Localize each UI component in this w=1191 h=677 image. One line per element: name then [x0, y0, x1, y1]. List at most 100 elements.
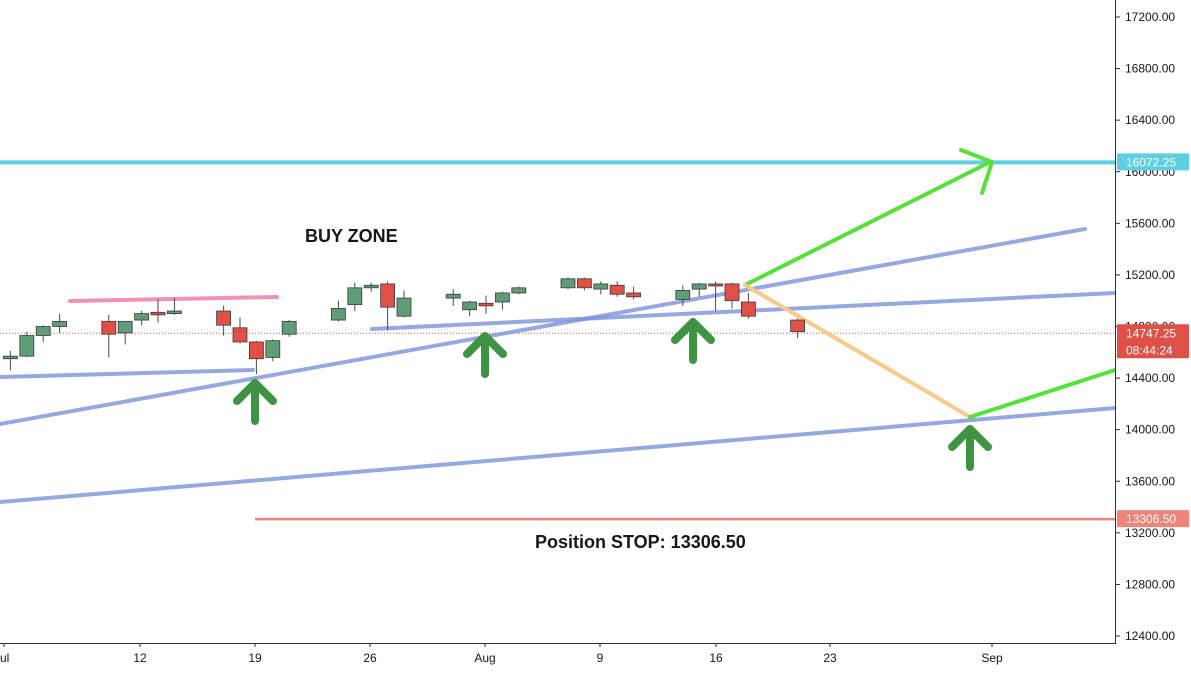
- y-tick-label: 15600.00: [1125, 216, 1175, 230]
- x-tick-label: ul: [0, 651, 9, 665]
- y-tick-label: 12400.00: [1125, 629, 1175, 643]
- candle-body: [675, 289, 691, 300]
- candle-8: [166, 298, 182, 315]
- y-tick-label: 15200.00: [1125, 268, 1175, 282]
- candle-7: [150, 299, 166, 323]
- projection-down: [743, 283, 972, 419]
- candle-5: [117, 320, 133, 345]
- candle-body: [117, 320, 133, 334]
- last-price-text: 14747.25: [1126, 326, 1176, 340]
- candle-body: [134, 313, 150, 321]
- candle-11: [248, 340, 264, 375]
- buy-arrow-2: [463, 332, 507, 378]
- y-tick-label: 17200.00: [1125, 10, 1175, 24]
- buy-arrow-4: [948, 425, 992, 471]
- candle-31: [708, 281, 723, 312]
- candle-13: [281, 320, 297, 337]
- candle-body: [330, 308, 346, 321]
- x-tick-label: 16: [709, 651, 723, 665]
- long-term-trendline: [0, 406, 1117, 504]
- candle-26: [593, 281, 609, 295]
- candle-16: [363, 282, 379, 292]
- last-price-badge: [1117, 324, 1189, 359]
- candle-body: [790, 319, 805, 333]
- candle-24: [560, 277, 576, 290]
- candle-28: [626, 286, 641, 300]
- price-axis: 17200.0016800.0016400.0016000.0015600.00…: [1115, 0, 1191, 672]
- x-tick-label: Sep: [981, 651, 1003, 665]
- candle-32: [724, 282, 740, 309]
- projection-rebound: [968, 368, 1117, 419]
- candle-body: [52, 320, 67, 327]
- projection-up-target: [743, 160, 992, 287]
- candle-body: [2, 355, 18, 360]
- candle-29: [675, 285, 691, 306]
- candle-25: [577, 277, 592, 291]
- y-tick-label: 16400.00: [1125, 113, 1175, 127]
- x-tick-label: 23: [823, 651, 837, 665]
- candle-body: [511, 287, 527, 294]
- x-tick-label: 9: [597, 651, 604, 665]
- candle-body: [691, 283, 707, 290]
- buy-arrow-1: [233, 379, 277, 425]
- candle-body: [347, 287, 363, 305]
- candle-body: [609, 284, 625, 295]
- candle-9: [216, 305, 232, 336]
- buy-zone-label: BUY ZONE: [305, 226, 398, 246]
- candle-body: [150, 311, 166, 316]
- time-axis-bg: [0, 643, 1115, 672]
- candle-body: [281, 320, 297, 335]
- arrows-layer: [233, 318, 992, 471]
- candle-23: [511, 286, 527, 295]
- y-tick-label: 12800.00: [1125, 577, 1175, 591]
- target-price-text: 16072.25: [1126, 155, 1176, 169]
- candle-body: [19, 335, 35, 357]
- candle-30: [691, 282, 707, 297]
- candle-body: [101, 320, 117, 335]
- rising-trendline: [0, 227, 1087, 426]
- y-tick-label: 14000.00: [1125, 423, 1175, 437]
- target-price-badge: [1117, 153, 1189, 171]
- candle-body: [741, 301, 756, 317]
- support-trendline-left: [0, 368, 255, 379]
- x-tick-label: Aug: [474, 651, 495, 665]
- x-tick-label: 26: [363, 651, 377, 665]
- candle-body: [577, 278, 592, 289]
- candle-20: [462, 300, 478, 317]
- candle-body: [708, 283, 723, 287]
- y-tick-label: 13600.00: [1125, 474, 1175, 488]
- candle-33: [741, 292, 756, 319]
- candle-body: [265, 340, 281, 358]
- candle-18: [396, 290, 412, 318]
- candle-17: [380, 281, 396, 331]
- candle-body: [560, 278, 576, 289]
- y-tick-label: 13200.00: [1125, 526, 1175, 540]
- x-tick-label: 19: [248, 651, 262, 665]
- projection-arrowhead: [959, 148, 994, 195]
- buy-arrow-3: [671, 318, 715, 364]
- candle-14: [330, 300, 346, 322]
- candle-body: [626, 292, 641, 298]
- candle-22: [494, 291, 510, 310]
- candle-body: [724, 283, 740, 302]
- candle-4: [101, 314, 117, 358]
- resistance-line: [68, 295, 279, 303]
- candle-1: [19, 331, 35, 358]
- last-price-countdown: 08:44:24: [1126, 343, 1173, 357]
- candle-27: [609, 281, 625, 297]
- candle-body: [248, 341, 264, 360]
- candle-0: [2, 351, 18, 371]
- y-tick-label: 14400.00: [1125, 371, 1175, 385]
- candle-body: [216, 310, 232, 326]
- candle-21: [478, 295, 494, 314]
- candle-2: [35, 325, 51, 342]
- candle-body: [232, 327, 248, 343]
- candle-body: [593, 283, 609, 290]
- candle-12: [265, 339, 281, 362]
- candle-19: [445, 289, 461, 306]
- stop-label: Position STOP: 13306.50: [535, 532, 746, 552]
- candle-body: [166, 310, 182, 315]
- candle-body: [35, 326, 51, 336]
